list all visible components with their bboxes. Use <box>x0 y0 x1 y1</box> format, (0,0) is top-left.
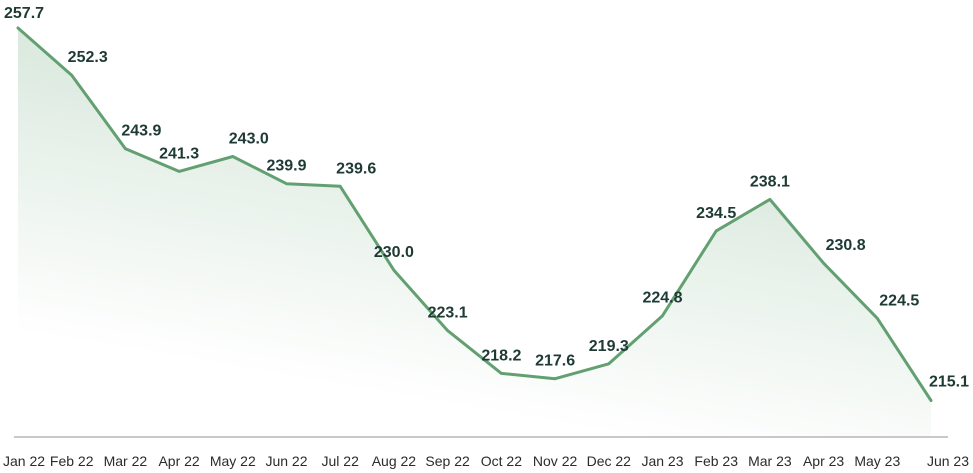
value-labels: 257.7 252.3 243.9 241.3 243.0 239.9 239.6 230.0… <box>4 5 969 391</box>
data-label: 219.3 <box>589 338 629 355</box>
data-label: 224.8 <box>642 290 682 307</box>
data-label: 238.1 <box>750 173 790 190</box>
data-label: 239.6 <box>336 160 376 177</box>
x-tick-label: Feb 23 <box>694 453 738 469</box>
data-label: 257.7 <box>4 5 44 22</box>
x-tick-label: Apr 22 <box>158 453 199 469</box>
area-fill <box>18 28 931 437</box>
data-label: 217.6 <box>535 353 575 370</box>
data-label: 234.5 <box>696 205 736 222</box>
x-tick-label: May 23 <box>854 453 900 469</box>
x-tick-label: Oct 22 <box>481 453 522 469</box>
x-tick-label: Mar 22 <box>104 453 148 469</box>
data-label: 230.0 <box>374 244 414 261</box>
x-tick-label: Feb 22 <box>50 453 94 469</box>
x-tick-label: Nov 22 <box>533 453 578 469</box>
x-tick-label: Apr 23 <box>803 453 844 469</box>
data-label: 243.9 <box>121 123 161 140</box>
data-label: 223.1 <box>428 305 468 322</box>
series-line <box>16 26 933 402</box>
data-label: 252.3 <box>68 49 108 66</box>
x-tick-label: Jul 22 <box>322 453 360 469</box>
x-tick-label: Jan 22 <box>3 453 45 469</box>
x-tick-label: Sep 22 <box>425 453 470 469</box>
x-tick-label: May 22 <box>210 453 256 469</box>
x-tick-label: Mar 23 <box>748 453 792 469</box>
data-label: 224.5 <box>879 292 919 309</box>
data-label: 215.1 <box>929 374 969 391</box>
x-tick-label: Aug 22 <box>372 453 417 469</box>
data-label: 243.0 <box>229 131 269 148</box>
data-label: 218.2 <box>481 347 521 364</box>
x-tick-label: Jun 22 <box>265 453 307 469</box>
x-tick-label: Dec 22 <box>587 453 632 469</box>
data-label: 239.9 <box>266 158 306 175</box>
data-label: 241.3 <box>159 145 199 162</box>
x-tick-label: Jun 23 <box>927 453 969 469</box>
data-label: 230.8 <box>826 237 866 254</box>
x-tick-labels: Jan 22 Feb 22 Mar 22 Apr 22 May 22 Jun 22 Jul … <box>3 453 969 469</box>
x-tick-label: Jan 23 <box>641 453 683 469</box>
